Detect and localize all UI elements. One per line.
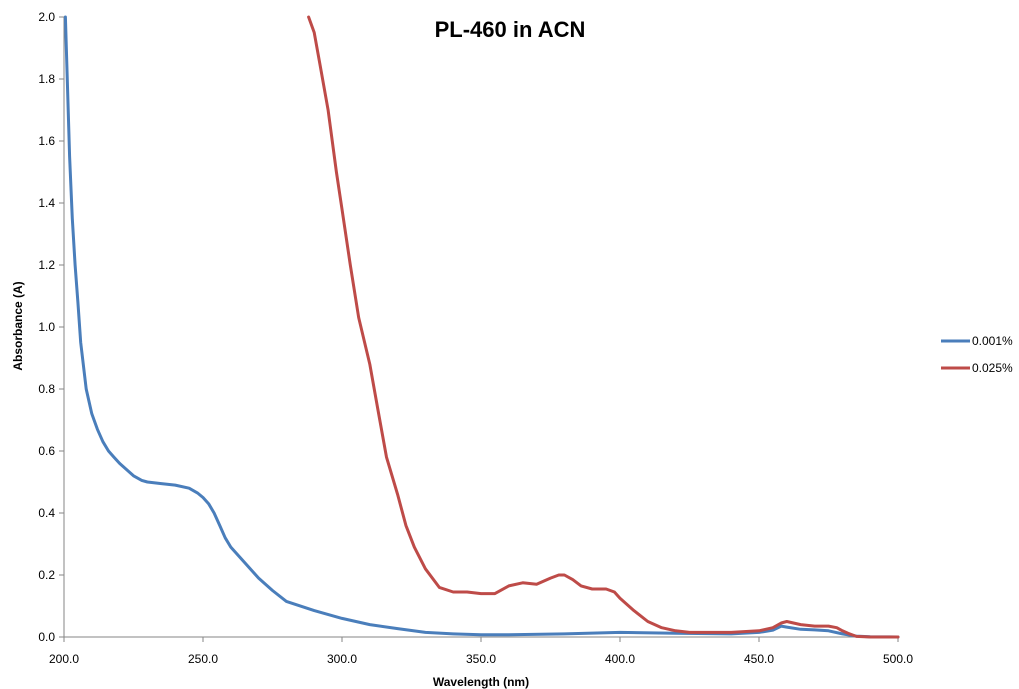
x-tick-label: 200.0 xyxy=(49,652,79,666)
y-tick-label: 1.4 xyxy=(38,196,55,210)
x-tick-label: 500.0 xyxy=(883,652,913,666)
x-tick-label: 300.0 xyxy=(327,652,357,666)
y-tick-label: 0.2 xyxy=(38,568,55,582)
series-lines xyxy=(63,15,900,639)
series-line-2 xyxy=(307,15,900,639)
x-axis-title: Wavelength (nm) xyxy=(433,675,529,689)
y-tick-label: 2.0 xyxy=(38,10,55,24)
y-tick-label: 1.2 xyxy=(38,258,55,272)
y-axis-ticks: 0.0 0.2 0.4 0.6 0.8 1.0 1.2 1.4 1.6 1.8 2.0 xyxy=(38,10,64,644)
y-tick-label: 0.4 xyxy=(38,506,55,520)
plot-area: 0.00.20.40.60.81.01.21.41.61.82.0 200.0 2… xyxy=(38,10,913,666)
y-tick-label: 1.6 xyxy=(38,134,55,148)
x-tick-label: 350.0 xyxy=(466,652,496,666)
y-tick-label: 1.8 xyxy=(38,72,55,86)
series-line-1 xyxy=(63,15,900,639)
legend: 0.001% 0.025% xyxy=(941,334,1013,375)
x-axis-ticks: 200.0 250.0 300.0 350.0 400.0 450.0 500.0 xyxy=(49,637,913,666)
x-tick-label: 400.0 xyxy=(605,652,635,666)
y-tick-label: 0.8 xyxy=(38,382,55,396)
y-tick-label: 0.0 xyxy=(38,630,55,644)
legend-label: 0.001% xyxy=(972,334,1013,348)
y-tick-label: 0.6 xyxy=(38,444,55,458)
y-axis-title: Absorbance (A) xyxy=(11,281,25,370)
y-tick-label: 1.0 xyxy=(38,320,55,334)
legend-label: 0.025% xyxy=(972,361,1013,375)
x-tick-label: 250.0 xyxy=(188,652,218,666)
chart-title: PL-460 in ACN xyxy=(435,17,586,42)
x-tick-label: 450.0 xyxy=(744,652,774,666)
